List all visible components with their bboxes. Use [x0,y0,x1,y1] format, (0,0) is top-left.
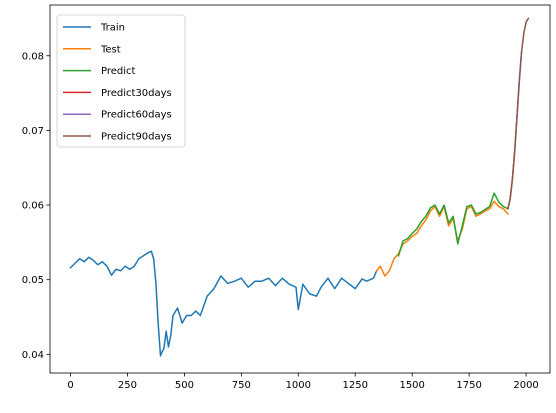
x-tick-label: 500 [175,380,194,391]
x-tick-label: 750 [232,380,251,391]
x-tick-label: 1000 [286,380,311,391]
legend: Train Test Predict Predict30days Predict60da… [56,14,186,148]
series-line-test [375,200,509,277]
legend-label-predict: Predict [101,66,136,77]
x-tick-label: 1750 [456,380,481,391]
y-tick-label: 0.07 [22,126,44,137]
x-tick-label: 1250 [343,380,368,391]
y-tick-label: 0.05 [22,275,44,286]
legend-label-test: Test [100,44,121,55]
y-tick-label: 0.08 [22,51,44,62]
legend-label-predict60days: Predict60days [101,110,172,121]
series-line-train [69,250,378,357]
y-axis-ticks: 0.04 0.05 0.06 0.07 0.08 [22,51,50,361]
series-layer [69,17,530,357]
y-tick-label: 0.06 [22,201,44,212]
x-tick-label: 250 [118,380,137,391]
plot-frame [49,4,551,374]
x-tick-label: 0 [67,380,73,391]
legend-label-train: Train [100,23,125,34]
x-tick-label: 1500 [399,380,424,391]
legend-frame [56,14,186,148]
legend-label-predict90days: Predict90days [101,132,172,143]
legend-label-predict30days: Predict30days [101,88,172,99]
series-line-predict90days [506,17,530,210]
x-tick-label: 2000 [513,380,538,391]
series-line-predict [397,192,509,257]
y-tick-label: 0.04 [22,350,44,361]
axes-layer [49,4,551,374]
x-axis-ticks: 0 250 500 750 1000 1250 1500 1750 2000 [67,373,539,391]
